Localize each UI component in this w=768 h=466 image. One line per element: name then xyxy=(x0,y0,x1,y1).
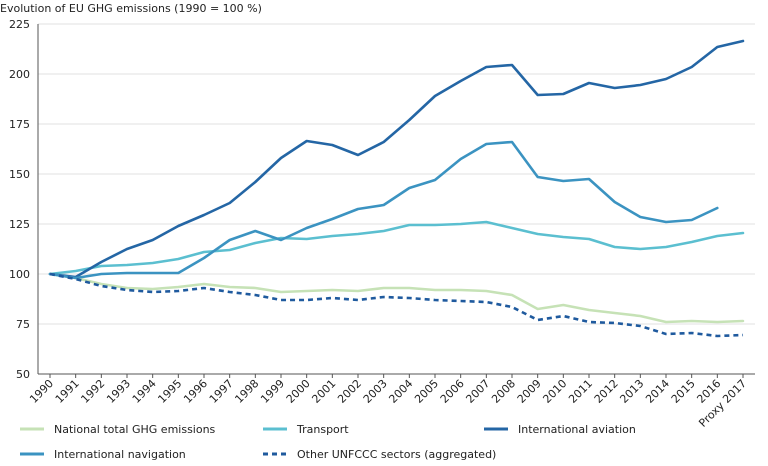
y-tick-label: 125 xyxy=(9,218,30,231)
y-tick-label: 100 xyxy=(9,268,30,281)
y-tick-label: 225 xyxy=(9,18,30,31)
grid-layer xyxy=(38,23,755,375)
y-tick-label: 50 xyxy=(16,368,30,381)
x-tick-label: 2012 xyxy=(592,377,621,406)
x-tick-label: 2010 xyxy=(540,377,569,406)
x-tick-label: 1995 xyxy=(155,377,184,406)
legend-label: International navigation xyxy=(54,448,186,461)
x-tick-label: 1996 xyxy=(181,377,210,406)
y-tick-label: 150 xyxy=(9,168,30,181)
x-tick-label: 2014 xyxy=(643,377,672,406)
x-tick-label: 2007 xyxy=(463,377,492,406)
series-line-1 xyxy=(48,220,745,276)
x-tick-label: 2002 xyxy=(335,377,364,406)
legend-label: National total GHG emissions xyxy=(54,423,216,436)
legend-label: Transport xyxy=(296,423,349,436)
series-line-3 xyxy=(48,140,719,280)
y-tick-label: 75 xyxy=(16,318,30,331)
x-tick-label: 2015 xyxy=(669,377,698,406)
x-tick-label: 2005 xyxy=(412,377,441,406)
x-tick-label: 2003 xyxy=(361,377,390,406)
legend-label: International aviation xyxy=(518,423,636,436)
legend-label: Other UNFCCC sectors (aggregated) xyxy=(297,448,496,461)
x-tick-label: 1992 xyxy=(78,377,107,406)
x-tick-label: 2004 xyxy=(386,377,415,406)
y-tick-label: 175 xyxy=(9,118,30,131)
x-tick-label: 2001 xyxy=(309,377,338,406)
series-line-0 xyxy=(48,272,745,324)
x-tick-label: 2000 xyxy=(284,377,313,406)
x-tick-label: 2009 xyxy=(515,377,544,406)
x-tick-label: 1990 xyxy=(27,377,56,406)
x-tick-label: 1994 xyxy=(130,377,159,406)
legend-layer: National total GHG emissions Transport Int… xyxy=(20,423,636,461)
axis-layer: 5075100125150175200225199019911992199319… xyxy=(9,18,755,430)
x-tick-label: 2006 xyxy=(438,377,467,406)
series-layer xyxy=(48,39,745,338)
x-tick-label: 1999 xyxy=(258,377,287,406)
x-tick-label: 2013 xyxy=(617,377,646,406)
y-tick-label: 200 xyxy=(9,68,30,81)
x-tick-label: 1998 xyxy=(232,377,261,406)
chart-title: Evolution of EU GHG emissions (1990 = 10… xyxy=(0,2,262,15)
x-tick-label: 1993 xyxy=(104,377,133,406)
x-tick-label: 2011 xyxy=(566,377,595,406)
x-tick-label: 2008 xyxy=(489,377,518,406)
series-line-4 xyxy=(49,272,744,338)
series-line-2 xyxy=(48,39,745,279)
x-tick-label: 1997 xyxy=(207,377,236,406)
x-tick-label: 1991 xyxy=(53,377,82,406)
